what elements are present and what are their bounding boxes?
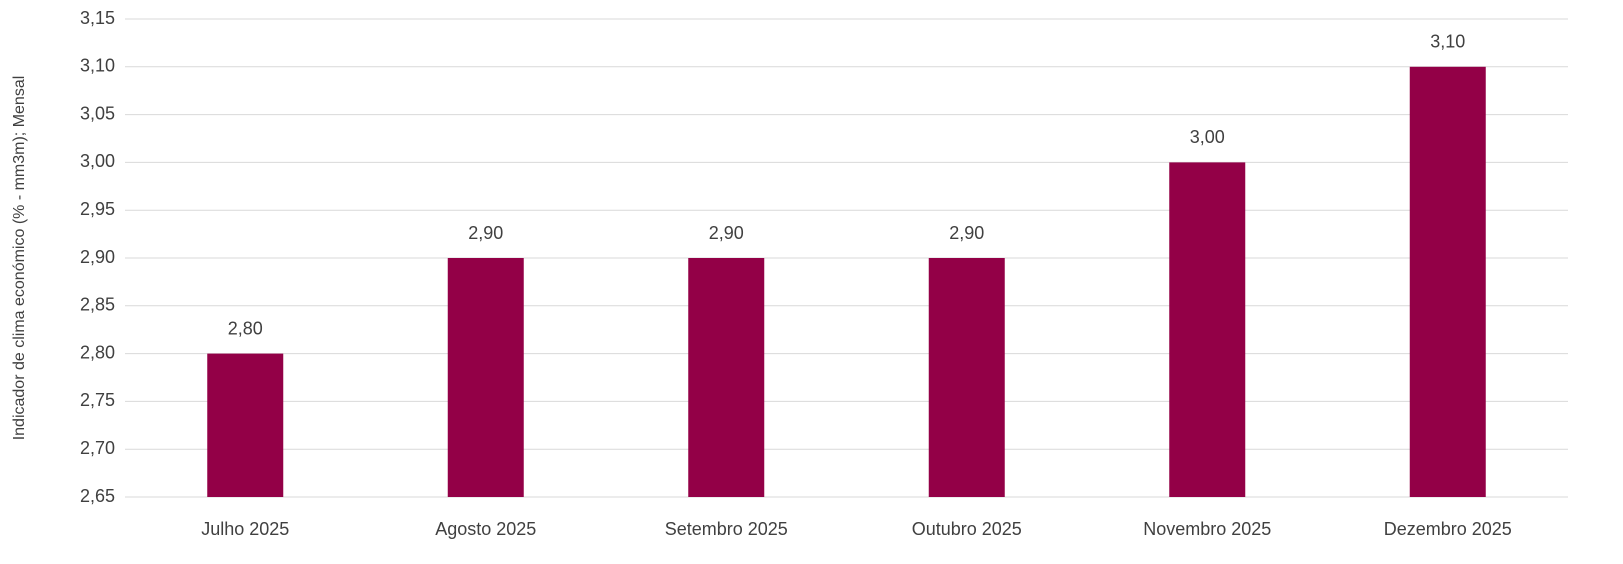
y-axis-label: Indicador de clima económico (% - mm3m);… <box>11 76 28 441</box>
y-tick-label: 2,95 <box>80 199 115 219</box>
y-tick-label: 3,05 <box>80 103 115 123</box>
data-label: 3,10 <box>1430 32 1465 52</box>
y-tick-label: 2,65 <box>80 486 115 506</box>
bar <box>1169 162 1246 497</box>
bar <box>928 258 1005 497</box>
data-label: 2,80 <box>228 318 263 338</box>
y-tick-label: 2,75 <box>80 390 115 410</box>
bar <box>688 258 765 497</box>
x-tick-label: Agosto 2025 <box>435 519 536 539</box>
bar <box>447 258 524 497</box>
bar <box>207 353 284 497</box>
y-tick-label: 3,10 <box>80 56 115 76</box>
bar <box>1409 66 1486 498</box>
data-label: 3,00 <box>1190 127 1225 147</box>
data-label: 2,90 <box>949 223 984 243</box>
y-tick-label: 2,80 <box>80 342 115 362</box>
x-tick-label: Setembro 2025 <box>665 519 788 539</box>
y-tick-label: 2,90 <box>80 247 115 267</box>
x-tick-label: Dezembro 2025 <box>1384 519 1512 539</box>
data-label: 2,90 <box>709 223 744 243</box>
y-tick-label: 3,15 <box>80 8 115 28</box>
x-tick-label: Julho 2025 <box>201 519 289 539</box>
y-tick-label: 3,00 <box>80 151 115 171</box>
x-tick-label: Outubro 2025 <box>912 519 1022 539</box>
y-tick-label: 2,70 <box>80 438 115 458</box>
data-label: 2,90 <box>468 223 503 243</box>
y-tick-label: 2,85 <box>80 295 115 315</box>
x-tick-label: Novembro 2025 <box>1143 519 1271 539</box>
